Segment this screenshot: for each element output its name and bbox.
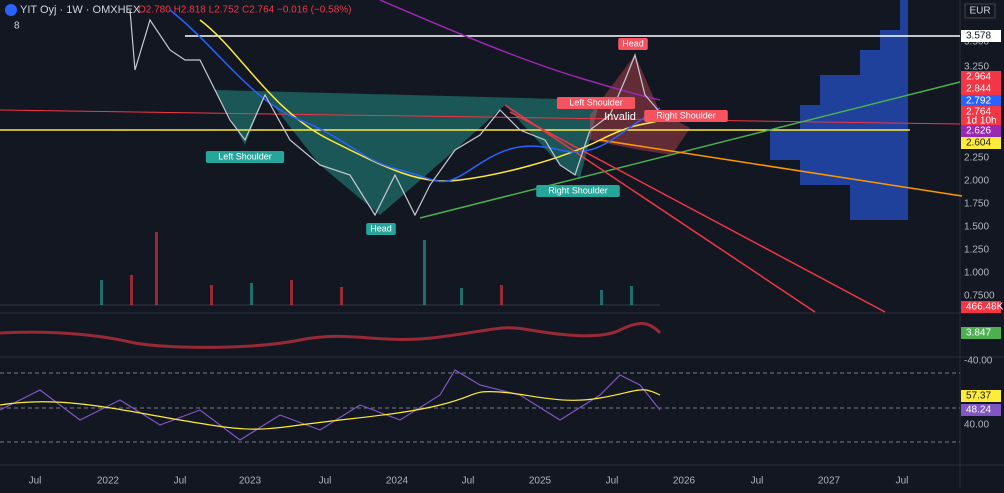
price-badge [961,30,1001,42]
price-badge-label: 2.764 [966,107,991,118]
trend-line [419,81,961,219]
price-badge [961,125,1001,137]
pattern-fill [215,90,600,215]
currency-box[interactable] [964,3,996,19]
currency[interactable]: EUR [969,6,990,17]
price-tick: 2.250 [964,153,989,164]
ohlc: O2.780 H2.818 L2.752 C2.764 −0.016 (−0.5… [138,5,352,16]
symbol[interactable]: YIT Oyj · 1W · OMXHEX [20,4,141,16]
price-badge [961,83,1001,95]
pattern-label-bg [556,97,636,109]
rsi-tick: 40.00 [964,420,989,431]
time-tick: 2026 [673,476,696,487]
moving-average [379,0,661,101]
price-tick: 0.7500 [964,291,995,302]
symbol-logo [5,4,17,16]
price-tick: 3.250 [964,62,989,73]
price-badge-label: 3.578 [966,31,991,42]
pattern-label-bg [644,110,728,122]
price-tick: 1.750 [964,199,989,210]
volume-profile [770,0,908,220]
time-tick: Jul [751,476,764,487]
trend-line [599,139,963,197]
price-badge-label: 2.964 [966,72,991,83]
price-tick: 1.500 [964,222,989,233]
pane-badge [961,390,1001,402]
pane-badge [961,404,1001,416]
macd-histogram [0,322,662,349]
price-tick: 1.000 [964,268,989,279]
price-badge-label: 2.604 [966,138,991,149]
pattern-label-bg [618,38,648,50]
pane-badge [961,327,1001,339]
pattern-label-bg [536,185,620,197]
pattern-label-bg [205,151,285,163]
rsi-bands [0,372,960,443]
time-tick: 2027 [818,476,841,487]
price-badge [961,137,1001,149]
time-tick: Jul [174,476,187,487]
invalid-label: Invalid [604,111,636,123]
price-tick: 1.250 [964,245,989,256]
price-badge [961,115,1001,127]
price-badge-label: 2.626 [966,126,991,137]
price-badge [961,71,1001,83]
time-tick: 2024 [386,476,409,487]
price-badge-label: 1d 10h [966,116,997,127]
rsi-ma [0,389,661,430]
pane-badge-label: 3.847 [966,328,991,339]
moving-average [169,9,661,183]
price-line [129,9,659,217]
volume-bars [130,232,503,305]
time-tick: Jul [896,476,909,487]
pane-badge-label: 48.24 [966,405,991,416]
price-badge [961,95,1001,107]
volume-bars [100,240,633,305]
time-tick: Jul [319,476,332,487]
time-tick: 2022 [97,476,120,487]
price-badge-label: 2.844 [966,84,991,95]
time-tick: Jul [462,476,475,487]
pattern-label: Left Shoulder [218,151,272,161]
pattern-label: Head [370,223,392,233]
macd-tick: -40.00 [964,356,993,367]
trend-line [504,104,816,313]
pane-badge [961,301,1001,313]
time-tick: 2025 [529,476,552,487]
pattern-label: Head [622,38,644,48]
pane-badge-label: 57.37 [966,391,991,402]
trend-line [509,111,886,313]
pattern-label: Left Shoulder [569,97,623,107]
pattern-label: Right Shoulder [656,110,716,120]
pattern-label: Right Shoulder [548,185,608,195]
price-badge-label: 2.792 [966,96,991,107]
time-tick: Jul [606,476,619,487]
pattern-label-bg [366,223,396,235]
price-tick: 3.500 [964,37,989,48]
indicator-count[interactable]: 8 [14,21,20,32]
price-tick: 2.000 [964,176,989,187]
time-tick: Jul [29,476,42,487]
pane-badge-label: 466.48K [966,302,1004,313]
time-tick: 2023 [239,476,262,487]
